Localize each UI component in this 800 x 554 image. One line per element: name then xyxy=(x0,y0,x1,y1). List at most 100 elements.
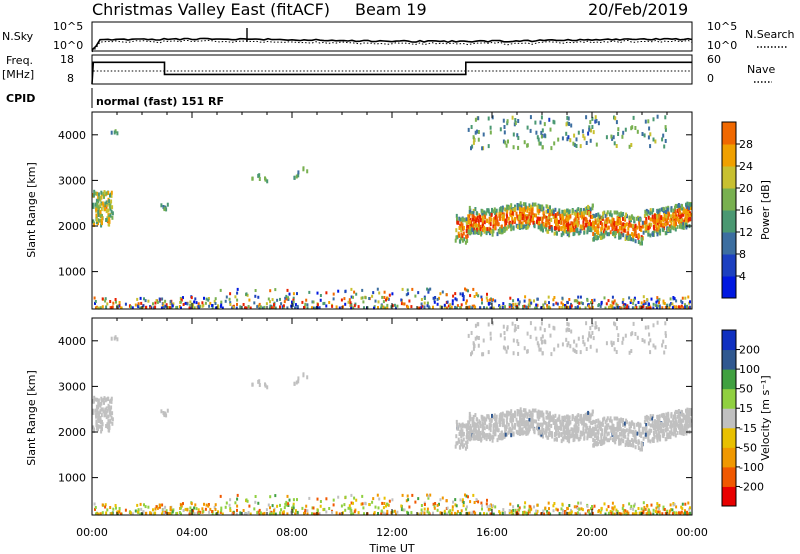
velocity-cell xyxy=(588,512,591,516)
velocity-cell xyxy=(573,339,576,344)
power-cell xyxy=(567,305,570,309)
power-cell xyxy=(655,227,658,232)
power-cell xyxy=(154,301,157,305)
velocity-cell xyxy=(561,422,564,427)
velocity-cell xyxy=(111,511,114,515)
power-panel-frame xyxy=(91,111,693,310)
power-cell xyxy=(609,210,612,215)
velocity-cell xyxy=(426,507,429,511)
velocity-cell xyxy=(618,418,621,423)
velocity-cell xyxy=(626,441,629,446)
power-cell xyxy=(567,229,569,234)
velocity-cell xyxy=(464,424,467,429)
x-tick-label: 08:00 xyxy=(276,526,308,539)
power-cell xyxy=(207,298,210,302)
power-cell xyxy=(614,116,617,121)
velocity-cell xyxy=(154,511,157,515)
power-cell xyxy=(647,230,650,235)
velocity-cell xyxy=(169,506,172,510)
power-cell xyxy=(579,224,582,229)
velocity-cell xyxy=(654,510,657,513)
velocity-cell xyxy=(561,342,564,347)
velocity-cell xyxy=(110,405,113,410)
power-cell xyxy=(581,302,584,306)
velocity-cell xyxy=(536,341,539,346)
nave-label: Nave xyxy=(747,63,775,76)
power-cell xyxy=(475,292,478,296)
velocity-cell xyxy=(529,334,532,339)
power-cell xyxy=(680,299,683,303)
power-cell xyxy=(548,301,550,305)
power-cell xyxy=(506,119,509,124)
velocity-cell xyxy=(574,434,577,439)
velocity-cell xyxy=(179,506,182,510)
power-cell xyxy=(652,208,655,213)
velocity-cell xyxy=(269,510,272,514)
velocity-cell xyxy=(522,419,524,424)
velocity-cell xyxy=(541,412,544,417)
velocity-cell xyxy=(565,420,568,425)
power-cell xyxy=(508,303,511,306)
velocity-cell xyxy=(674,410,677,414)
velocity-cell xyxy=(682,428,685,433)
velocity-cell xyxy=(679,429,682,434)
velocity-cell xyxy=(149,512,152,516)
power-cell xyxy=(630,298,633,302)
power-cell xyxy=(642,230,645,235)
power-cell xyxy=(687,295,690,299)
power-cell xyxy=(120,306,122,310)
velocity-cell xyxy=(594,325,597,330)
power-cell xyxy=(236,302,238,306)
power-cell xyxy=(294,303,297,307)
power-cell xyxy=(633,298,636,302)
power-cell xyxy=(467,217,470,222)
velocity-cell xyxy=(649,417,652,422)
velocity-cell xyxy=(599,510,602,514)
power-cell xyxy=(109,206,112,211)
power-cell xyxy=(393,303,396,307)
power-cell xyxy=(469,294,472,298)
velocity-cell xyxy=(625,418,628,423)
velocity-cell xyxy=(628,502,631,506)
power-cell xyxy=(449,303,452,307)
power-cell xyxy=(489,219,492,224)
power-cell xyxy=(343,297,346,301)
power-cell xyxy=(134,303,137,307)
power-cell xyxy=(529,115,532,120)
power-cell xyxy=(468,214,471,219)
velocity-cell xyxy=(436,508,439,512)
power-cell xyxy=(92,193,95,198)
velocity-cell xyxy=(104,505,107,509)
velocity-cell xyxy=(545,433,548,438)
velocity-cell xyxy=(567,427,570,432)
power-cell xyxy=(689,300,691,304)
velocity-cell xyxy=(279,511,281,515)
power-cell xyxy=(583,230,586,235)
power-cell xyxy=(673,214,676,219)
velocity-cell xyxy=(557,343,560,348)
velocity-cell xyxy=(476,335,478,340)
velocity-cell xyxy=(95,413,98,418)
velocity-cell xyxy=(634,445,637,450)
velocity-cell xyxy=(647,438,650,443)
velocity-cell xyxy=(256,511,259,515)
velocity-cell xyxy=(616,422,619,427)
velocity-cell xyxy=(474,323,477,328)
power-cell xyxy=(649,233,652,238)
velocity-cell xyxy=(487,415,490,420)
power-cell xyxy=(201,301,204,305)
velocity-cell xyxy=(623,510,626,514)
velocity-cell xyxy=(681,412,684,417)
velocity-cell xyxy=(106,408,109,413)
velocity-cell xyxy=(574,505,577,509)
power-cell xyxy=(563,227,566,232)
velocity-cell xyxy=(630,504,633,508)
velocity-cell xyxy=(511,321,514,326)
velocity-cell xyxy=(178,511,181,514)
velocity-cell xyxy=(512,351,515,356)
velocity-cell xyxy=(236,508,238,512)
velocity-cell xyxy=(495,414,498,419)
velocity-cell xyxy=(658,510,661,514)
velocity-cell xyxy=(530,507,533,511)
velocity-cell xyxy=(576,507,579,510)
